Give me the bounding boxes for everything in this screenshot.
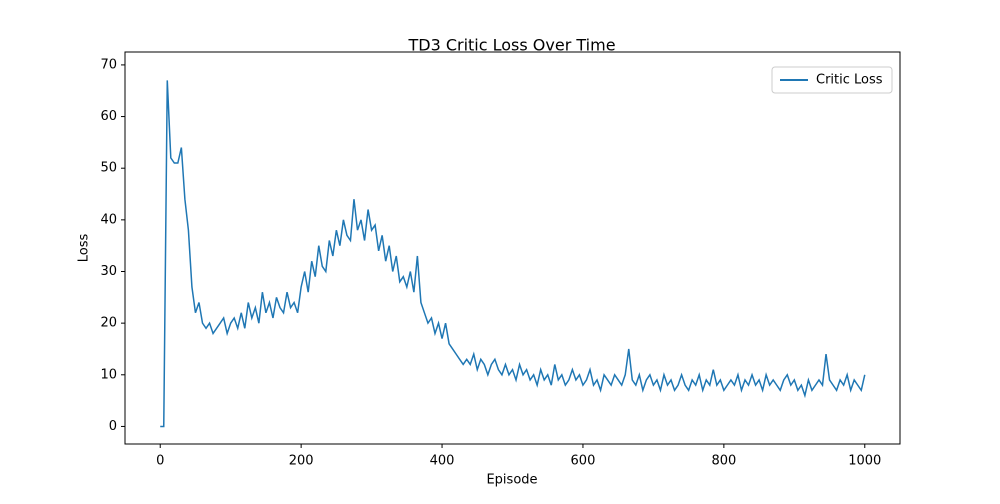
x-tick-label: 0	[156, 454, 164, 469]
plot-frame	[124, 51, 901, 445]
x-tick-label: 200	[289, 454, 314, 469]
x-tick-label: 800	[711, 454, 736, 469]
y-tick-label: 10	[100, 367, 117, 382]
y-tick-label: 0	[109, 419, 117, 434]
legend-label: Critic Loss	[816, 73, 883, 88]
x-tick-label: 400	[430, 454, 455, 469]
y-tick-label: 20	[100, 316, 117, 331]
legend-box	[771, 66, 893, 94]
y-tick-label: 50	[100, 161, 117, 176]
y-tick-label: 70	[100, 57, 117, 72]
x-tick-label: 1000	[848, 454, 881, 469]
y-tick-label: 60	[100, 109, 117, 124]
chart-title: TD3 Critic Loss Over Time	[407, 36, 615, 55]
y-tick-label: 40	[100, 212, 117, 227]
line	[160, 80, 866, 428]
x-tick-label: 600	[571, 454, 596, 469]
y-axis-label: Loss	[77, 234, 92, 263]
x-axis-label: Episode	[486, 473, 537, 488]
y-tick-label: 30	[100, 264, 117, 279]
